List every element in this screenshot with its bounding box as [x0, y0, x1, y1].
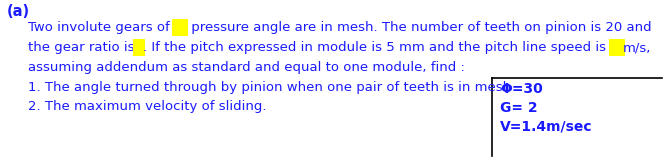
Text: Φ=30: Φ=30 — [500, 82, 543, 96]
Text: . If the pitch expressed in module is 5 mm and the pitch line speed is: . If the pitch expressed in module is 5 … — [143, 41, 610, 54]
Text: V=1.4m/sec: V=1.4m/sec — [500, 120, 593, 134]
Text: the gear ratio is: the gear ratio is — [28, 41, 135, 54]
Text: 1. The angle turned through by pinion when one pair of teeth is in mesh: 1. The angle turned through by pinion wh… — [28, 81, 511, 94]
Text: 2. The maximum velocity of sliding.: 2. The maximum velocity of sliding. — [28, 100, 267, 113]
Text: Two involute gears of: Two involute gears of — [28, 21, 174, 34]
Text: G= 2: G= 2 — [500, 101, 537, 115]
Text: (a): (a) — [7, 4, 30, 19]
Text: m/s,: m/s, — [623, 41, 651, 54]
Text: pressure angle are in mesh. The number of teeth on pinion is 20 and: pressure angle are in mesh. The number o… — [187, 21, 651, 34]
Text: assuming addendum as standard and equal to one module, find :: assuming addendum as standard and equal … — [28, 61, 465, 74]
